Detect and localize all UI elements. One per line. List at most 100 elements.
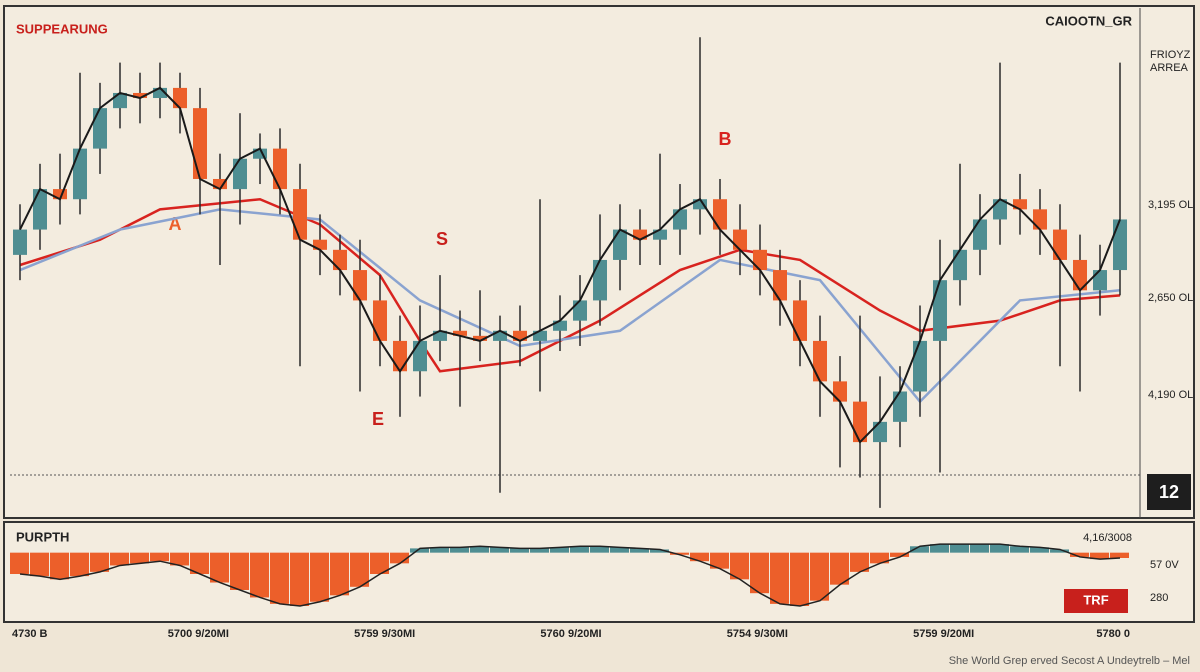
oscillator-bar: [470, 546, 489, 553]
candle-body: [453, 330, 467, 336]
annotation: E: [372, 409, 384, 429]
x-tick-label: 5759 9/20MI: [913, 628, 974, 640]
oscillator-bar: [690, 552, 709, 562]
oscillator-bar: [510, 548, 529, 553]
oscillator-bar: [630, 548, 649, 553]
candle-body: [53, 189, 67, 200]
candle-body: [73, 148, 87, 200]
oscillator-title: PURPTH: [16, 529, 69, 544]
candle-body: [1073, 259, 1087, 291]
x-tick-label: 5754 9/30MI: [727, 628, 788, 640]
oscillator-bar: [530, 548, 549, 553]
candle-body: [473, 335, 487, 341]
candle-body: [553, 320, 567, 331]
candle-body: [313, 239, 327, 250]
oscillator-bar: [490, 547, 509, 553]
oscillator-bar: [450, 547, 469, 553]
oscillator-bar: [150, 552, 169, 562]
x-tick-label: 5760 9/20MI: [540, 628, 601, 640]
price-label: 4,190 OL: [1148, 389, 1193, 401]
oscillator-bar: [890, 552, 909, 557]
oscillator-bar: [1110, 552, 1129, 558]
candle-body: [533, 330, 547, 341]
candle-body: [913, 340, 927, 392]
oscillator-bar: [410, 548, 429, 553]
oscillator-bar: [230, 552, 249, 590]
oscillator-bar: [830, 552, 849, 585]
candle-body: [273, 148, 287, 190]
candle-body: [593, 259, 607, 301]
candle-body: [693, 199, 707, 210]
oscillator-bar: [930, 544, 949, 553]
oscillator-bar: [850, 552, 869, 572]
candle-body: [113, 92, 127, 109]
badge: 12: [1159, 482, 1179, 502]
candle-body: [833, 381, 847, 402]
annotation: S: [436, 229, 448, 249]
oscillator-bar: [390, 552, 409, 564]
oscillator-bar: [570, 546, 589, 553]
badge-box: [1064, 589, 1128, 613]
candle-body: [13, 229, 27, 255]
chart-subtitle: CAIOOTN_GR: [1045, 13, 1132, 28]
candle-body: [1033, 209, 1047, 230]
oscillator-bar: [1010, 546, 1029, 553]
oscillator-bar: [50, 552, 69, 580]
candle-body: [393, 340, 407, 372]
x-tick-label: 5759 9/30MI: [354, 628, 415, 640]
candle-body: [713, 199, 727, 230]
price-label: 3,195 OL: [1148, 199, 1193, 211]
oscillator-bar: [1070, 552, 1089, 557]
oscillator-bar: [270, 552, 289, 604]
oscillator-bar: [110, 552, 129, 566]
oscillator-label: 4,16/3008: [1083, 532, 1132, 544]
oscillator-bar: [730, 552, 749, 580]
candle-body: [973, 219, 987, 250]
candle-body: [33, 189, 47, 230]
oscillator-bar: [910, 546, 929, 553]
candle-body: [373, 300, 387, 341]
oscillator-bar: [670, 552, 689, 555]
candle-body: [633, 229, 647, 240]
oscillator-bar: [10, 552, 29, 574]
oscillator-bar: [950, 544, 969, 553]
moving-average: [19, 208, 1121, 404]
oscillator-bar: [430, 547, 449, 553]
oscillator-bar: [750, 552, 769, 594]
badge-box: [1147, 474, 1191, 510]
annotation: B: [719, 129, 732, 149]
candle-body: [753, 249, 767, 271]
candle-body: [433, 330, 447, 341]
candle-body: [893, 391, 907, 422]
oscillator-bar: [330, 552, 349, 596]
oscillator-label: 57 0V: [1150, 559, 1179, 571]
candle-body: [1093, 270, 1107, 291]
candle-body: [93, 108, 107, 149]
candle-body: [293, 189, 307, 240]
close-line: [19, 86, 1121, 444]
oscillator-bar: [290, 552, 309, 606]
oscillator-bar: [1030, 547, 1049, 553]
oscillator-bar: [70, 552, 89, 577]
oscillator-label: 280: [1150, 592, 1168, 604]
candle-body: [1053, 229, 1067, 260]
candle-body: [513, 330, 527, 341]
oscillator-bar: [1090, 552, 1109, 560]
x-tick-label: 5700 9/20MI: [168, 628, 229, 640]
oscillator-bar: [1050, 549, 1069, 553]
oscillator-bar: [130, 552, 149, 564]
candle-body: [233, 158, 247, 190]
candle-body: [1013, 199, 1027, 210]
note: ARREA: [1150, 62, 1189, 74]
oscillator-bar: [870, 552, 889, 564]
candle-body: [253, 148, 267, 159]
candle-body: [493, 330, 507, 341]
candle-body: [873, 421, 887, 443]
chart-title: SUPPEARUNG: [16, 21, 108, 36]
oscillator-bar: [790, 552, 809, 606]
oscillator-bar: [650, 549, 669, 553]
oscillator-bar: [190, 552, 209, 574]
candle-body: [733, 229, 747, 250]
note: FRIOYZ: [1150, 49, 1191, 61]
